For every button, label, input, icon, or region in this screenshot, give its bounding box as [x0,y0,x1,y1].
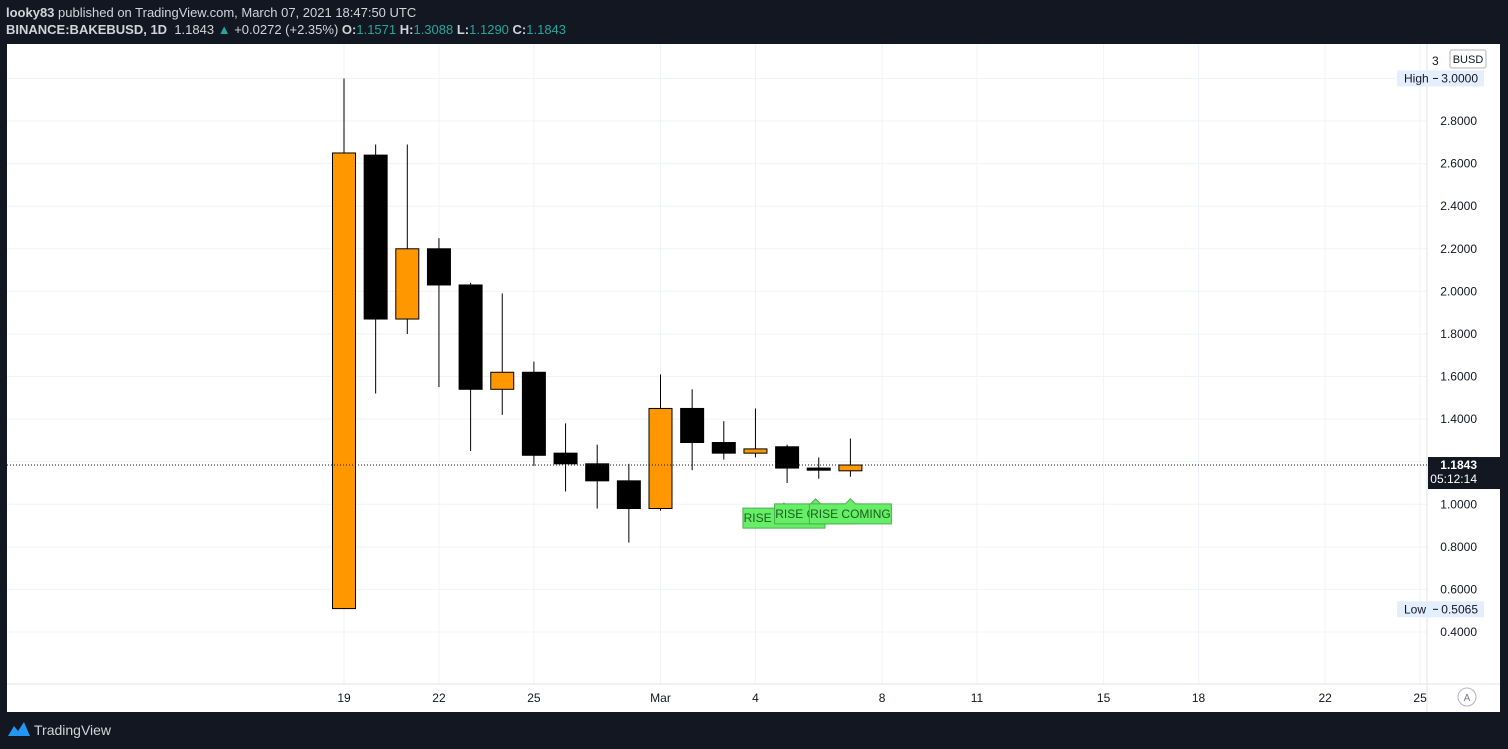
current-price-value: 1.1843 [1440,458,1477,472]
candle-body[interactable] [616,480,641,510]
currency-tag-label: BUSD [1453,54,1484,66]
rise-coming-text: RISE COMING [810,507,891,521]
open-value: 1.1571 [356,22,397,37]
low-marker [1397,601,1484,618]
candle-body[interactable] [838,464,863,472]
candle-body[interactable] [553,452,578,465]
tradingview-logo-icon [8,722,30,736]
symbol-label[interactable]: BINANCE:BAKEBUSD, 1D [6,22,168,37]
candle-body[interactable] [806,467,831,471]
candlestick-chart[interactable]: 30.40000.60000.80001.00001.20001.40001.6… [7,44,1500,712]
price-tick-label: 0.4000 [1440,625,1477,639]
date-tick-label: Mar [650,691,671,705]
high-value: 1.3088 [413,22,454,37]
price-tick-label: 2.8000 [1440,114,1477,128]
candle-body[interactable] [332,152,356,610]
publish-info: looky83 published on TradingView.com, Ma… [6,5,416,20]
high-label: H: [399,22,414,37]
close-value: 1.1843 [526,22,567,37]
auto-scale-label: A [1464,693,1471,704]
price-tick-label: 2.6000 [1440,157,1477,171]
date-tick-label: 22 [1318,691,1332,705]
low-value: 1.1290 [469,22,509,37]
publisher-name[interactable]: looky83 [6,5,55,20]
ohlc-legend: BINANCE:BAKEBUSD, 1D 1.1843 ▲ +0.0272 (+… [6,22,566,37]
price-tick-label: 0.6000 [1440,582,1477,596]
price-tick-label: 2.2000 [1440,242,1477,256]
date-tick-label: 18 [1192,691,1206,705]
candle-body[interactable] [490,371,515,390]
candle-body[interactable] [395,248,420,320]
price-tick-label: 1.0000 [1440,497,1477,511]
price-tick-label: 2.0000 [1440,284,1477,298]
date-tick-label: 4 [752,691,759,705]
date-tick-label: 22 [432,691,446,705]
date-tick-label: 25 [527,691,541,705]
date-tick-label: 25 [1413,691,1427,705]
candle-body[interactable] [363,154,388,320]
currency-tag[interactable] [1449,49,1487,69]
footer-bar: TradingView [0,712,1508,749]
chart-panel[interactable]: 30.40000.60000.80001.00001.20001.40001.6… [7,44,1500,712]
candle-body[interactable] [711,442,736,454]
date-tick-label: 8 [879,691,886,705]
rise-coming-callout[interactable] [808,498,892,525]
high-marker-value: 3.0000 [1441,71,1478,85]
candle-body[interactable] [458,284,483,390]
up-arrow-icon: ▲ [217,22,231,37]
low-label: L: [456,22,470,37]
date-tick-label: 19 [337,691,351,705]
last-price: 1.1843 [174,22,215,37]
price-change: +0.0272 (+2.35%) [234,22,339,37]
date-tick-label: 15 [1097,691,1111,705]
chart-header: looky83 published on TradingView.com, Ma… [0,0,1508,44]
open-label: O: [341,22,357,37]
close-label: C: [512,22,527,37]
candle-body[interactable] [680,407,705,444]
current-price-label [1428,457,1500,490]
auto-scale-button[interactable] [1457,687,1477,707]
candle-body[interactable] [775,446,800,469]
published-text: published on TradingView.com, March 07, … [58,5,417,20]
candle-body[interactable] [426,248,451,286]
price-tick-label: 0.8000 [1440,540,1477,554]
candle-body[interactable] [521,371,546,456]
low-marker-value: 0.5065 [1441,602,1478,616]
price-tick-label: 1.6000 [1440,370,1477,384]
price-tick-label: 1.8000 [1440,327,1477,341]
low-marker-label: Low [1404,602,1426,616]
high-marker [1397,70,1484,87]
price-tick-label: 1.4000 [1440,412,1477,426]
bar-countdown: 05:12:14 [1430,472,1477,486]
price-tick-label-partial: 3 [1432,54,1439,68]
high-marker-label: High [1404,71,1429,85]
candle-body[interactable] [585,463,610,482]
date-tick-label: 11 [971,691,984,705]
candle-body[interactable] [648,407,673,510]
footer-brand[interactable]: TradingView [34,722,112,738]
price-tick-label: 2.4000 [1440,199,1477,213]
candle-body[interactable] [743,448,768,454]
